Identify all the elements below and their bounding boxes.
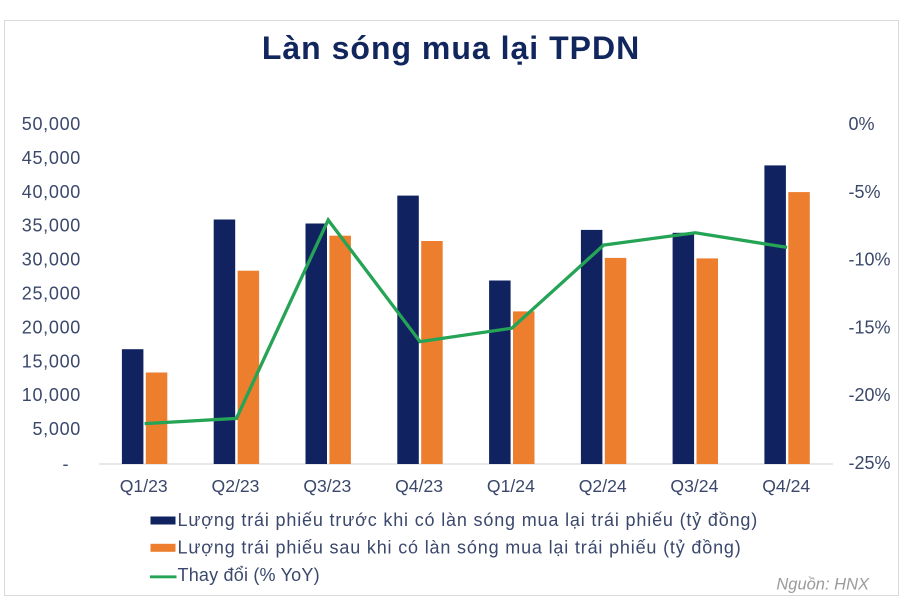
svg-text:10,000: 10,000 [22, 385, 81, 405]
svg-text:-20%: -20% [849, 385, 891, 405]
svg-text:15,000: 15,000 [22, 351, 81, 371]
svg-text:35,000: 35,000 [22, 216, 81, 236]
svg-text:-10%: -10% [849, 250, 891, 270]
svg-text:Q1/23: Q1/23 [120, 476, 168, 496]
svg-text:5,000: 5,000 [32, 419, 81, 439]
svg-text:30,000: 30,000 [22, 250, 81, 270]
svg-text:20,000: 20,000 [22, 317, 81, 337]
svg-text:Làn sóng mua lại TPDN: Làn sóng mua lại TPDN [262, 30, 640, 66]
svg-text:50,000: 50,000 [22, 114, 81, 134]
svg-text:Thay đổi (% YoY): Thay đổi (% YoY) [178, 565, 320, 585]
svg-text:Lượng trái phiếu sau khi có là: Lượng trái phiếu sau khi có làn sóng mua… [178, 538, 742, 558]
svg-text:-15%: -15% [849, 317, 891, 337]
svg-text:Q3/23: Q3/23 [303, 476, 351, 496]
svg-text:Q1/24: Q1/24 [487, 476, 535, 496]
svg-text:-25%: -25% [849, 453, 891, 473]
svg-text:Q2/24: Q2/24 [579, 476, 627, 496]
svg-text:-: - [63, 454, 69, 474]
svg-text:Q4/23: Q4/23 [395, 476, 443, 496]
svg-text:Q4/24: Q4/24 [762, 476, 810, 496]
svg-text:Lượng trái phiếu trước khi có: Lượng trái phiếu trước khi có làn sóng m… [178, 510, 759, 530]
svg-text:Q3/24: Q3/24 [670, 476, 718, 496]
svg-text:45,000: 45,000 [22, 148, 81, 168]
svg-text:Nguồn: HNX: Nguồn: HNX [776, 576, 870, 594]
svg-text:-5%: -5% [849, 182, 881, 202]
svg-text:Q2/23: Q2/23 [212, 476, 260, 496]
svg-text:40,000: 40,000 [22, 182, 81, 202]
svg-text:25,000: 25,000 [22, 284, 81, 304]
svg-text:0%: 0% [849, 114, 875, 134]
